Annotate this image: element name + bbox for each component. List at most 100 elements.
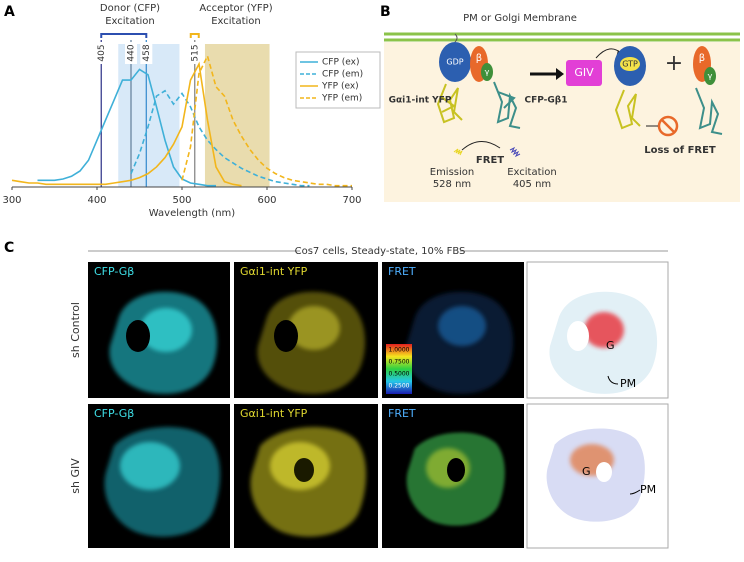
excitation: Excitation: [507, 167, 557, 178]
annotation: PM: [640, 483, 656, 496]
excitation: 405 nm: [513, 179, 551, 190]
annotation: Donor (CFP): [100, 3, 160, 14]
x-tick-label: 500: [172, 195, 191, 206]
label-bg: [95, 42, 108, 64]
row-label: sh GIV: [69, 458, 82, 494]
x-tick-label: 400: [87, 195, 106, 206]
annotation: Excitation: [105, 16, 155, 27]
col-label: Gαi1-int YFP: [240, 407, 308, 420]
bracket: [189, 33, 200, 38]
legend-label: YFP (ex): [321, 82, 359, 92]
arrow: [461, 141, 501, 151]
colorbar-label: 0.5000: [389, 371, 410, 378]
arrow-head: [556, 68, 564, 80]
nucleus: [274, 320, 298, 352]
panel-label: C: [4, 240, 14, 256]
giv: GIV: [574, 66, 594, 79]
yfp-barrel: [614, 89, 641, 130]
micrographs: Cos7 cells, Steady-state, 10% FBS sh Con…: [69, 244, 669, 549]
label-bg: [125, 42, 137, 64]
g-gamma: [704, 67, 716, 85]
panel-label: B: [380, 4, 391, 20]
giv-box: [566, 60, 602, 86]
colorbar-label: 0.7500: [389, 359, 410, 366]
gdp: GDP: [446, 58, 463, 67]
annotation: Acceptor (YFP): [199, 3, 272, 14]
cell-region: [584, 312, 624, 348]
arrow: [607, 375, 619, 385]
photon: [509, 146, 521, 158]
x-tick-label: 600: [257, 195, 276, 206]
series-line: [130, 89, 310, 187]
cfp-barrel: [695, 87, 723, 135]
label-bg: [140, 42, 153, 64]
cfp-label: CFP-Gβ1: [524, 96, 567, 106]
col-label: CFP-Gβ: [94, 265, 134, 278]
annotation: PM: [620, 377, 636, 390]
excitation-label: 440: [127, 44, 137, 61]
cytoplasm: [384, 42, 740, 202]
gtp-oval: [620, 57, 640, 71]
galpha-label: Gαi1-int YFP: [389, 96, 452, 106]
x-tick-label: 300: [2, 195, 21, 206]
nucleus: [596, 462, 612, 482]
nucleus: [567, 321, 589, 351]
membrane-label: PM or Golgi Membrane: [463, 13, 577, 24]
arrow: [629, 489, 641, 495]
panel-label: A: [4, 4, 15, 20]
bracket: [100, 33, 148, 38]
colorbar-label: 1.0000: [389, 347, 410, 354]
colorbar-label: 0.2500: [389, 383, 410, 390]
fret-label: FRET: [476, 155, 504, 166]
nucleus: [126, 320, 150, 352]
title-bg: [300, 244, 460, 258]
excitation-label: 405: [97, 44, 107, 61]
yfp-barrel: [436, 83, 463, 124]
diagram: PM or Golgi Membrane GDP β γ Gαi1-int YF…: [384, 13, 740, 202]
cfp-barrel: [493, 81, 521, 129]
colorbar: [386, 344, 412, 394]
series-line: [181, 53, 352, 187]
cell-region: [438, 306, 486, 346]
shaded-range: [204, 44, 270, 187]
excitation-label: 515: [190, 44, 200, 61]
col-label: FRET: [388, 265, 416, 278]
beta: β: [699, 53, 705, 64]
anchor: [454, 33, 458, 43]
emission: Emission: [430, 167, 475, 178]
cell-region: [288, 306, 340, 350]
series-line: [37, 68, 216, 187]
no-symbol: [657, 115, 679, 137]
beta: β: [476, 53, 482, 64]
col-label: CFP-Gβ: [94, 407, 134, 420]
g-alpha: [439, 42, 471, 82]
spectra-chart: 405 440 458 515 300 400 500 600 700 Wavelength (n…: [2, 33, 381, 219]
gamma: γ: [485, 68, 490, 77]
cell-region: [120, 442, 180, 490]
label-bg: [188, 42, 201, 64]
gamma: γ: [708, 72, 713, 81]
plus: +: [665, 51, 683, 76]
legend-label: CFP (ex): [322, 58, 359, 68]
legend-label: CFP (em): [322, 70, 363, 80]
emission: 528 nm: [433, 179, 471, 190]
col-label: FRET: [388, 407, 416, 420]
col-label: Gαi1-int YFP: [240, 265, 308, 278]
excitation-label: 458: [142, 44, 152, 61]
g-gamma: [481, 63, 493, 81]
no-symbol: [661, 119, 675, 133]
gtp: GTP: [622, 60, 638, 69]
shaded-range: [118, 44, 180, 187]
annotation: Excitation: [211, 16, 261, 27]
x-axis-label: Wavelength (nm): [149, 208, 235, 219]
nucleus: [294, 458, 314, 482]
photon: [453, 148, 463, 156]
legend-label: YFP (em): [321, 94, 362, 104]
row-label: sh Control: [69, 302, 82, 358]
series-line: [11, 61, 242, 187]
micrograph-title: Cos7 cells, Steady-state, 10% FBS: [295, 246, 466, 257]
nucleus: [447, 458, 465, 482]
cell-region: [140, 308, 192, 352]
x-tick-label: 700: [342, 195, 361, 206]
